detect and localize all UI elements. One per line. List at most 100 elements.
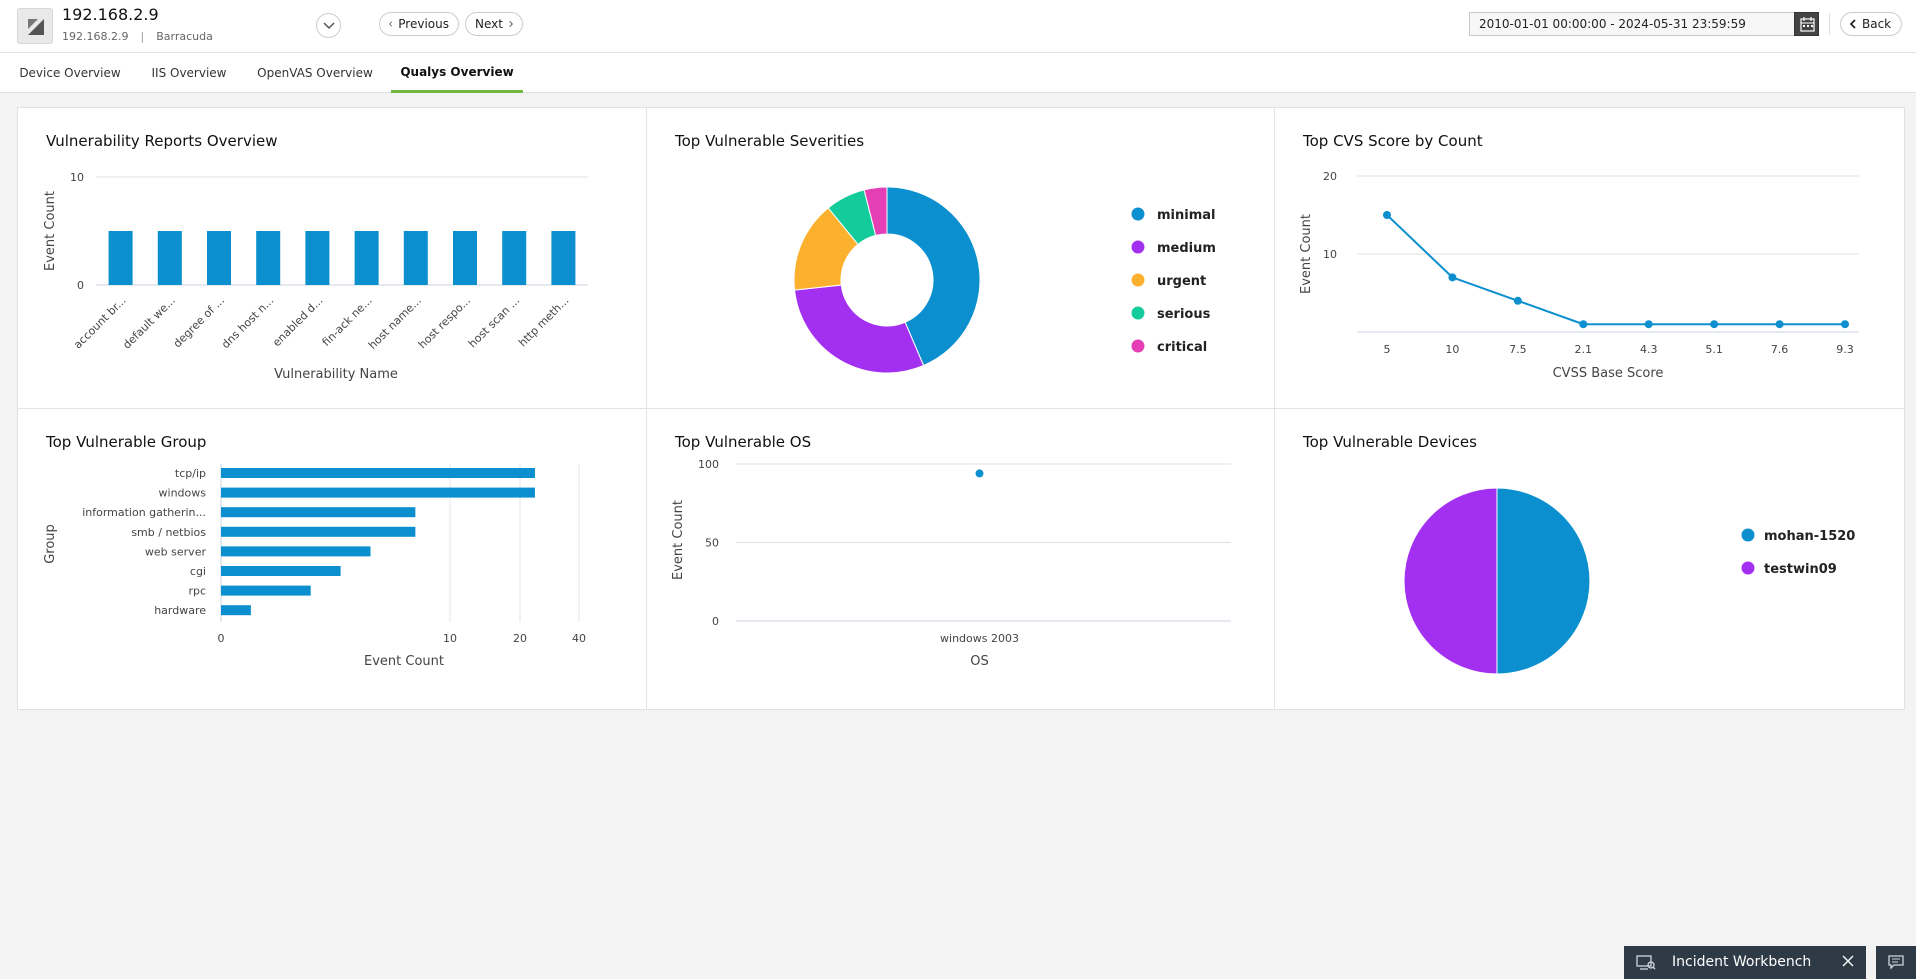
bar — [221, 507, 416, 518]
x-tick-label: fin-ack ne... — [320, 294, 375, 349]
pie-slice — [863, 186, 888, 237]
bar — [221, 468, 535, 478]
previous-button[interactable]: Previous — [379, 12, 459, 36]
panel-severities: Top Vulnerable Severities minimal medium u… — [647, 108, 1275, 409]
series-line — [1386, 214, 1845, 326]
tab-qualys-overview[interactable]: Qualys Overview — [391, 53, 523, 93]
x-tick-label: 0 — [218, 632, 225, 645]
data-point — [975, 469, 984, 478]
pie-slice — [1496, 487, 1591, 675]
legend-label: medium — [1157, 241, 1216, 256]
tab-iis-overview[interactable]: IIS Overview — [151, 66, 227, 80]
bar — [551, 231, 576, 285]
bar — [221, 566, 341, 576]
y-tick-label: 10 — [70, 171, 84, 184]
panel-title: Vulnerability Reports Overview — [46, 132, 278, 150]
data-point — [1383, 211, 1391, 219]
x-tick-label: 10 — [1445, 343, 1459, 356]
back-label: Back — [1862, 17, 1892, 31]
vulnerable-devices-pie-chart: mohan-1520 testwin09 — [1403, 487, 1855, 675]
legend-marker — [1131, 240, 1145, 254]
divider: | — [140, 30, 145, 43]
y-tick-label: 10 — [1323, 248, 1337, 261]
x-tick-label: windows 2003 — [940, 632, 1019, 645]
x-axis-label: CVSS Base Score — [1553, 366, 1664, 381]
next-label: Next — [475, 17, 503, 31]
bar — [157, 231, 182, 285]
panel-vulnerable-devices: Top Vulnerable Devices mohan-1520 testwin… — [1275, 409, 1905, 710]
panel-title: Top Vulnerable Group — [46, 433, 207, 451]
x-tick-label: 2.1 — [1575, 343, 1593, 356]
severities-donut-chart: minimal medium urgent serious critical — [793, 186, 1216, 374]
close-icon[interactable] — [1842, 955, 1854, 967]
calendar-icon — [1800, 17, 1815, 32]
bar — [221, 605, 251, 616]
x-axis-label: Event Count — [364, 654, 444, 669]
x-tick-label: 5.1 — [1705, 343, 1723, 356]
bar — [108, 231, 133, 285]
chat-button[interactable] — [1876, 946, 1916, 979]
tab-device-overview[interactable]: Device Overview — [19, 66, 121, 80]
bar — [221, 585, 311, 596]
calendar-button[interactable] — [1794, 12, 1819, 36]
chevron-right-icon — [509, 20, 513, 28]
x-tick-label: 20 — [513, 632, 527, 645]
x-tick-label: enabled d... — [270, 294, 325, 349]
bar — [403, 231, 428, 285]
legend-label: serious — [1157, 307, 1211, 322]
y-tick-label: hardware — [154, 604, 206, 617]
tab-bar: Device Overview IIS Overview OpenVAS Ove… — [0, 53, 1916, 93]
panel-vulnerability-reports: Vulnerability Reports Overview 0 10 accoun… — [18, 108, 647, 409]
cvs-score-line-chart: 10 20 5 10 7.5 2.1 4.3 5.1 7.6 9.3 CVSS Base Score… — [1299, 170, 1859, 381]
divider — [1829, 13, 1830, 35]
legend-label: urgent — [1157, 274, 1206, 289]
y-tick-label: 20 — [1323, 170, 1337, 183]
device-dropdown-button[interactable] — [316, 13, 341, 38]
chevron-left-icon — [1850, 19, 1856, 29]
panel-title: Top Vulnerable OS — [675, 433, 812, 451]
pie-slice — [793, 284, 925, 374]
y-tick-label: smb / netbios — [131, 526, 206, 539]
vulnerable-group-bar-chart: 0 10 20 40 tcp/ip windows information gatherin… — [43, 464, 586, 669]
panel-vulnerable-group: Top Vulnerable Group 0 10 20 40 tcp/ip window… — [18, 409, 647, 710]
tab-openvas-overview[interactable]: OpenVAS Overview — [257, 66, 373, 80]
bar — [221, 526, 416, 537]
data-point — [1579, 320, 1588, 329]
bar — [221, 546, 371, 557]
x-axis-label: OS — [970, 654, 988, 669]
legend-label: mohan-1520 — [1764, 529, 1855, 544]
device-subtitle: 192.168.2.9 | Barracuda — [62, 30, 213, 43]
y-tick-label: 0 — [77, 279, 84, 292]
next-button[interactable]: Next — [465, 12, 523, 36]
chevron-down-icon — [323, 22, 335, 30]
bar — [305, 231, 330, 285]
dashboard-grid: Vulnerability Reports Overview 0 10 accoun… — [17, 107, 1905, 710]
y-tick-label: 100 — [698, 458, 719, 471]
legend-marker — [1131, 207, 1145, 221]
x-tick-label: 7.6 — [1771, 343, 1789, 356]
y-tick-label: windows — [159, 487, 207, 500]
top-bar: 192.168.2.9 192.168.2.9 | Barracuda Previo… — [0, 0, 1916, 53]
y-tick-label: cgi — [190, 565, 206, 578]
incident-workbench-bar[interactable]: Incident Workbench — [1624, 946, 1866, 979]
device-icon — [17, 8, 53, 44]
panel-vulnerable-os: Top Vulnerable OS 0 50 100 windows 2003 OS Ev… — [647, 409, 1275, 710]
legend-label: minimal — [1157, 208, 1216, 223]
data-point — [1644, 320, 1653, 329]
legend-marker — [1741, 561, 1755, 575]
back-button[interactable]: Back — [1840, 12, 1902, 36]
y-tick-label: tcp/ip — [175, 467, 206, 480]
pie-slice — [886, 186, 981, 367]
y-tick-label: 0 — [712, 615, 719, 628]
workbench-label: Incident Workbench — [1672, 954, 1812, 970]
bar — [256, 231, 281, 285]
legend-marker — [1131, 339, 1145, 353]
bar — [207, 231, 231, 285]
bar — [354, 231, 379, 285]
date-range-input[interactable]: 2010-01-01 00:00:00 - 2024-05-31 23:59:5… — [1469, 12, 1795, 36]
panel-title: Top CVS Score by Count — [1303, 132, 1483, 150]
panel-title: Top Vulnerable Severities — [675, 132, 865, 150]
x-tick-label: http meth... — [516, 294, 571, 349]
chat-icon — [1888, 955, 1904, 970]
